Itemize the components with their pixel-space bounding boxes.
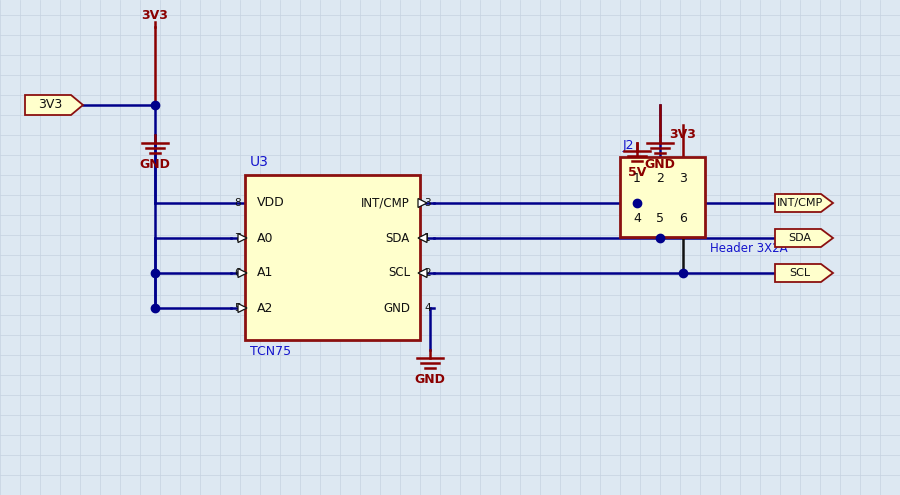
Text: U3: U3 [250, 155, 269, 169]
Text: 2: 2 [656, 172, 664, 186]
Text: GND: GND [140, 158, 170, 171]
Polygon shape [418, 198, 427, 207]
Polygon shape [775, 229, 833, 247]
Text: 3V3: 3V3 [38, 99, 62, 111]
Text: SCL: SCL [388, 266, 410, 280]
Text: 3V3: 3V3 [670, 128, 697, 141]
Text: A1: A1 [257, 266, 274, 280]
Text: J2: J2 [623, 139, 634, 152]
Text: GND: GND [644, 158, 675, 171]
Text: 5: 5 [234, 303, 241, 313]
Text: 3: 3 [424, 198, 430, 208]
Text: 2: 2 [424, 268, 430, 278]
Text: INT/CMP: INT/CMP [777, 198, 824, 208]
Polygon shape [25, 95, 83, 115]
Text: SDA: SDA [788, 233, 812, 243]
Text: 3: 3 [680, 172, 687, 186]
Text: 4: 4 [424, 303, 430, 313]
Polygon shape [418, 268, 427, 278]
Text: TCN75: TCN75 [250, 345, 291, 358]
Text: 3V3: 3V3 [141, 9, 168, 22]
Text: SCL: SCL [789, 268, 811, 278]
Polygon shape [775, 194, 833, 212]
Text: 7: 7 [234, 233, 241, 243]
Text: 8: 8 [234, 198, 241, 208]
Text: 4: 4 [633, 212, 641, 226]
Bar [245, 175, 420, 340]
Polygon shape [418, 234, 427, 243]
Polygon shape [238, 234, 247, 243]
Polygon shape [238, 303, 247, 312]
Text: 6: 6 [680, 212, 687, 226]
Polygon shape [238, 268, 247, 278]
Bar [620, 157, 705, 237]
Text: A0: A0 [257, 232, 274, 245]
Text: 6: 6 [234, 268, 241, 278]
Text: 1: 1 [424, 233, 430, 243]
Text: GND: GND [383, 301, 410, 314]
Text: Header 3X2A: Header 3X2A [710, 242, 788, 255]
Text: GND: GND [415, 373, 446, 386]
Text: 5V: 5V [628, 166, 646, 179]
Text: 1: 1 [633, 172, 641, 186]
Polygon shape [775, 264, 833, 282]
Text: INT/CMP: INT/CMP [361, 197, 410, 209]
Text: A2: A2 [257, 301, 274, 314]
Text: SDA: SDA [386, 232, 410, 245]
Text: VDD: VDD [257, 197, 284, 209]
Text: 5: 5 [656, 212, 664, 226]
